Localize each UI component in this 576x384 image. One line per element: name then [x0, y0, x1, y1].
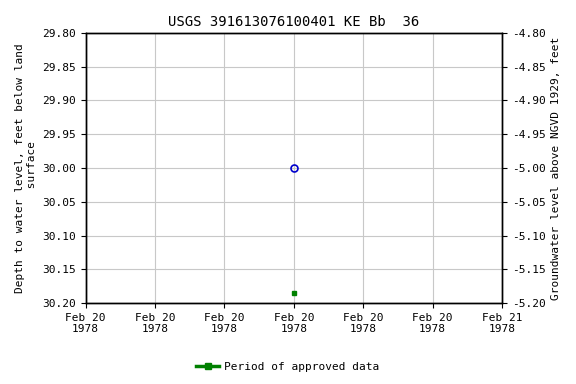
Y-axis label: Depth to water level, feet below land
 surface: Depth to water level, feet below land su…	[15, 43, 37, 293]
Legend: Period of approved data: Period of approved data	[192, 358, 384, 377]
Y-axis label: Groundwater level above NGVD 1929, feet: Groundwater level above NGVD 1929, feet	[551, 36, 561, 300]
Title: USGS 391613076100401 KE Bb  36: USGS 391613076100401 KE Bb 36	[168, 15, 419, 29]
